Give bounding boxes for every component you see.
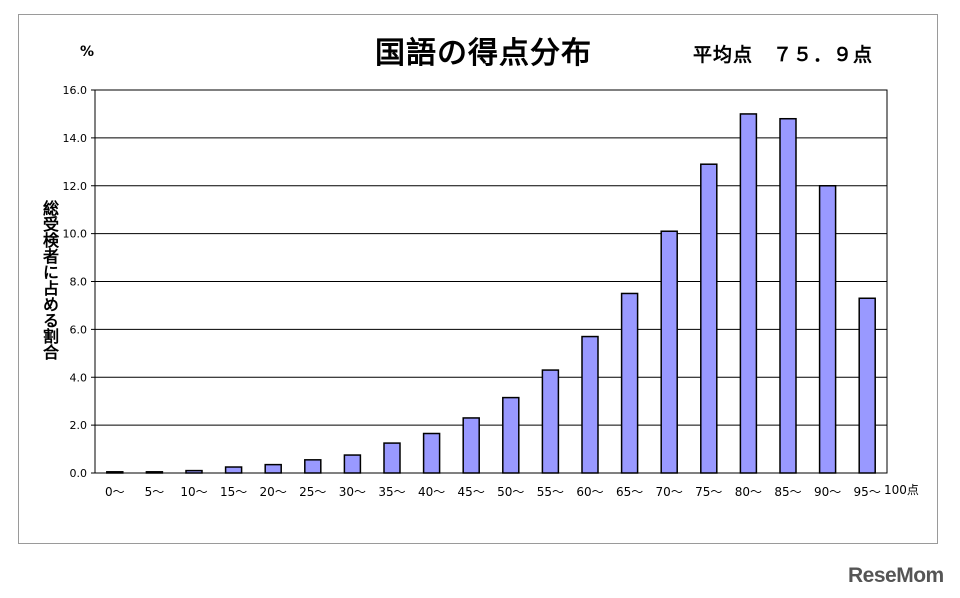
y-tick-label: 10.0 [63, 228, 88, 241]
y-tick-label: 2.0 [70, 419, 88, 432]
bar [660, 230, 678, 474]
x-tick-label: 85～ [774, 485, 801, 499]
x-tick-labels: 0～ 5～ 10～ 15～ 20～ 25～ 30～ 35～ 40～ 45～ 50～ 55～ 60～ 65～… [105, 483, 919, 499]
y-tick-label: 14.0 [63, 132, 88, 145]
x-tick-label: 70～ [656, 485, 683, 499]
bar [818, 185, 837, 474]
chart-title: 国語の得点分布 [375, 36, 592, 71]
bar [264, 463, 282, 474]
x-axis-end-label: 100点 [884, 483, 919, 497]
bar [462, 417, 480, 474]
x-tick-label: 0～ [105, 485, 125, 499]
x-tick-label: 25～ [299, 485, 326, 499]
bar [422, 432, 441, 474]
y-axis-label: 総受検者に占める割合 [40, 200, 59, 360]
y-tick-labels: 0.0 2.0 4.0 6.0 8.0 10.0 12.0 14.0 16.0 [63, 84, 88, 480]
bar [739, 113, 758, 474]
x-tick-label: 50～ [497, 485, 524, 499]
y-tick-label: 0.0 [70, 467, 88, 480]
x-tick-label: 75～ [695, 485, 722, 499]
bar [343, 454, 362, 474]
x-tick-label: 80～ [735, 485, 762, 499]
x-tick-label: 65～ [616, 485, 643, 499]
y-tick-label: 4.0 [70, 371, 88, 384]
x-tick-label: 90～ [814, 485, 841, 499]
bars [106, 113, 876, 474]
y-tick-label: 6.0 [70, 323, 88, 336]
bar [858, 297, 876, 474]
bar [700, 163, 718, 474]
bar [541, 369, 560, 474]
plot-border [94, 89, 888, 474]
y-tick-label: 12.0 [63, 180, 88, 193]
y-tick-label: 16.0 [63, 84, 88, 97]
y-unit-label: % [80, 44, 95, 60]
x-tick-label: 10～ [180, 485, 207, 499]
x-tick-label: 40～ [418, 485, 445, 499]
x-tick-label: 5～ [145, 485, 165, 499]
x-tick-label: 55～ [537, 485, 564, 499]
x-tick-label: 20～ [260, 485, 287, 499]
x-tick-label: 15～ [220, 485, 247, 499]
x-tick-label: 60～ [576, 485, 603, 499]
resemom-logo: ReseMom [848, 564, 944, 587]
gridlines [91, 89, 887, 474]
bar [581, 335, 599, 474]
bar [304, 459, 322, 474]
bar [620, 292, 639, 474]
y-tick-label: 8.0 [70, 276, 88, 289]
average-score: 平均点 ７５．９点 [693, 44, 874, 66]
bar [502, 396, 520, 474]
x-tick-label: 95～ [854, 485, 881, 499]
bar [224, 466, 243, 474]
bar [383, 442, 401, 474]
x-tick-label: 45～ [458, 485, 485, 499]
x-tick-label: 35～ [378, 485, 405, 499]
x-tick-label: 30～ [339, 485, 366, 499]
bar [779, 117, 797, 474]
